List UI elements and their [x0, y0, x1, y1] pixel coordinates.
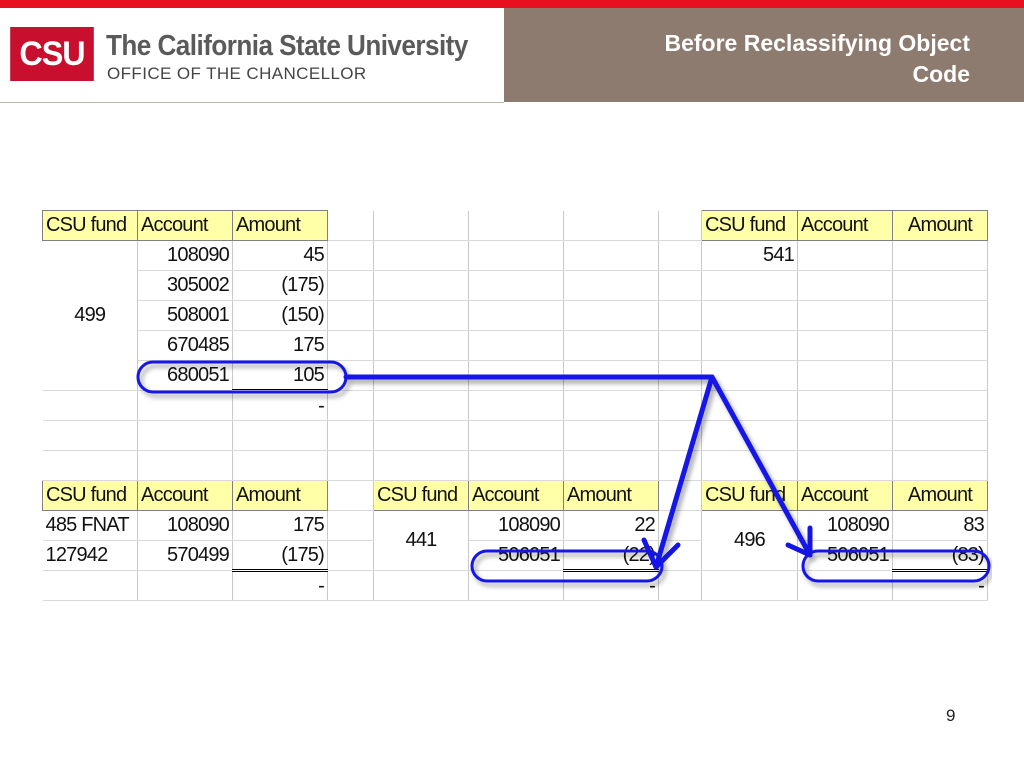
fund499-amount: (150) [232, 300, 328, 331]
fund499-header-account: Account [137, 210, 233, 241]
table-row: - [42, 389, 988, 421]
fund499-amount-highlighted: 105 [232, 360, 328, 391]
table-row: 305002 (175) [43, 270, 988, 301]
fund441-header-amount: Amount [563, 480, 659, 511]
fund485-fund-line1: 485 FNAT [42, 510, 138, 541]
fund441-header-account: Account [468, 480, 564, 511]
fund541-fund-cell: 541 [701, 240, 798, 271]
fund499-account: 108090 [137, 240, 233, 271]
fund485-header-fund: CSU fund [42, 480, 138, 511]
fund441-amount-highlighted: (22) [563, 540, 659, 571]
logo-area: CSU The California State University OFFI… [0, 8, 504, 103]
title-band: Before Reclassifying Object Code [504, 8, 1024, 102]
fund485-account: 570499 [137, 540, 233, 571]
org-subtitle: OFFICE OF THE CHANCELLOR [107, 64, 367, 83]
fund441-header-fund: CSU fund [373, 480, 469, 511]
fund485-fund-line2: 127942 [42, 540, 138, 571]
fund441-fund-cell: 441 [373, 510, 469, 571]
fund496-account-highlighted: 506051 [797, 540, 893, 571]
fund496-header-account: Account [797, 480, 893, 511]
fund496-fund-cell: 496 [701, 510, 798, 571]
spreadsheet: CSU fund Account Amount CSU fund Account… [42, 210, 988, 601]
fund499-account: 305002 [137, 270, 233, 301]
fund485-amount: 175 [232, 510, 328, 541]
table-row: CSU fund Account Amount CSU fund Account… [42, 210, 988, 241]
table-row: CSU fund Account Amount CSU fund Account… [42, 480, 988, 511]
fund496-header-fund: CSU fund [701, 480, 798, 511]
fund499-account: 670485 [137, 330, 233, 361]
fund541-header-amount: Amount [892, 210, 988, 241]
table-row: 508001 (150) [43, 300, 988, 331]
fund485-header-account: Account [137, 480, 233, 511]
fund485-amount: (175) [232, 540, 328, 571]
table-row: 485 FNAT 108090 175 441 108090 22 496 10… [42, 510, 988, 571]
table-row [42, 420, 988, 451]
fund499-amount: 175 [232, 330, 328, 361]
org-name: The California State University [106, 30, 468, 62]
table-row: 499 108090 45 541 [42, 240, 988, 391]
fund441-account-highlighted: 506051 [468, 540, 564, 571]
table-row: 127942 570499 (175) 506051 (22) 506051 (… [42, 540, 988, 571]
fund496-amount-highlighted: (83) [892, 540, 988, 571]
fund485-total: - [232, 569, 328, 601]
fund499-amount: 45 [232, 240, 328, 271]
table-row: 680051 105 [43, 360, 988, 391]
table-row: - - - [42, 569, 988, 601]
fund441-amount: 22 [563, 510, 659, 541]
fund499-total: - [232, 389, 328, 421]
fund441-total: - [563, 569, 659, 601]
table-row: 670485 175 [43, 330, 988, 361]
fund499-header-fund: CSU fund [42, 210, 138, 241]
fund541-header-fund: CSU fund [701, 210, 798, 241]
fund496-amount: 83 [892, 510, 988, 541]
slide-title: Before Reclassifying Object Code [664, 30, 971, 87]
fund541-header-account: Account [797, 210, 893, 241]
fund496-total: - [892, 569, 988, 601]
fund499-account: 508001 [137, 300, 233, 331]
fund496-header-amount: Amount [892, 480, 988, 511]
fund499-amount: (175) [232, 270, 328, 301]
top-accent-bar [0, 0, 1024, 8]
fund499-header-amount: Amount [232, 210, 328, 241]
fund499-account-highlighted: 680051 [137, 360, 233, 391]
fund441-account: 108090 [468, 510, 564, 541]
table-row [42, 450, 988, 481]
fund485-account: 108090 [137, 510, 233, 541]
page-number: 9 [946, 706, 956, 725]
fund499-fund-cell: 499 [42, 240, 138, 391]
fund485-header-amount: Amount [232, 480, 328, 511]
spreadsheet-area: CSU fund Account Amount CSU fund Account… [42, 210, 992, 615]
fund496-account: 108090 [797, 510, 893, 541]
csu-logo-mark: CSU [10, 27, 94, 81]
